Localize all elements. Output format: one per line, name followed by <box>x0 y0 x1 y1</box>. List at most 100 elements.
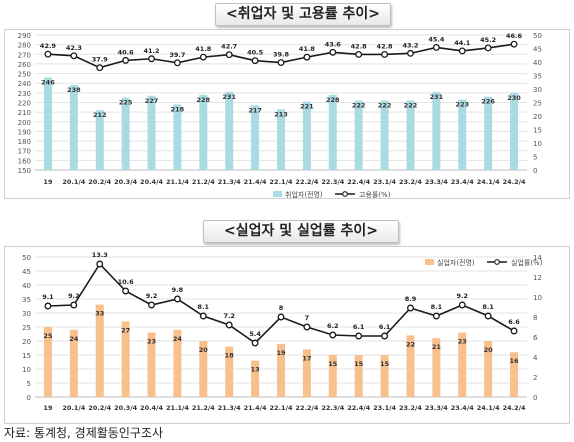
bar-value-label: 217 <box>248 106 262 114</box>
category-label: 20.4/4 <box>140 178 163 186</box>
line-point <box>122 287 130 295</box>
line-point <box>96 64 104 72</box>
bar <box>484 96 493 170</box>
bar-value-label: 231 <box>430 93 444 101</box>
line-point <box>44 50 52 58</box>
bar-value-label: 231 <box>222 93 236 101</box>
category-label: 19 <box>43 404 53 412</box>
line-value-label: 45.2 <box>480 36 496 44</box>
source-note: 자료: 통계청, 경제활동인구조사 <box>4 426 164 440</box>
category-label: 21.2/4 <box>192 404 215 412</box>
legend-line-marker <box>494 259 500 265</box>
y-left-tick-label: 190 <box>18 128 31 136</box>
category-label: 23.1/4 <box>373 404 396 412</box>
category-label: 20.2/4 <box>88 178 111 186</box>
chart2-title: <실업자 및 실업률 추이> <box>203 220 399 243</box>
line-value-label: 7.2 <box>223 312 235 320</box>
line-point <box>484 312 492 320</box>
bar <box>302 101 311 170</box>
bar <box>173 329 182 397</box>
category-label: 21.3/4 <box>218 404 241 412</box>
line-point <box>381 332 389 340</box>
y-right-tick-label: 50 <box>533 32 542 40</box>
category-label: 21.2/4 <box>192 178 215 186</box>
bar-value-label: 222 <box>352 102 366 110</box>
bar <box>147 332 156 397</box>
line-point <box>355 332 363 340</box>
category-label: 24.1/4 <box>477 404 500 412</box>
bar <box>277 343 285 397</box>
line-value-label: 42.3 <box>66 44 82 52</box>
line-value-label: 9.2 <box>146 292 158 300</box>
bar-value-label: 226 <box>481 98 495 106</box>
category-label: 21.4/4 <box>244 404 267 412</box>
line-point <box>510 327 518 335</box>
bar <box>354 100 363 170</box>
y-left-tick-label: 290 <box>18 32 31 40</box>
bar-value-label: 227 <box>145 97 159 105</box>
line-point <box>251 339 259 347</box>
line-value-label: 40.6 <box>118 48 135 56</box>
y-left-tick-label: 40 <box>22 282 31 290</box>
line-value-label: 39.8 <box>273 51 290 59</box>
line-point <box>148 301 155 309</box>
category-label: 20.3/4 <box>114 178 137 186</box>
bar-value-label: 212 <box>93 111 107 119</box>
line-value-label: 8 <box>279 304 284 312</box>
line-point <box>303 323 311 331</box>
line-point <box>173 295 181 303</box>
y-left-tick-label: 15 <box>22 352 31 360</box>
y-left-tick-label: 260 <box>18 61 31 69</box>
bar-value-label: 218 <box>171 105 185 113</box>
y-left-tick-label: 220 <box>18 100 31 108</box>
bar <box>43 327 52 397</box>
bar-value-label: 25 <box>43 332 53 340</box>
category-label: 22.2/4 <box>295 178 318 186</box>
category-label: 24.2/4 <box>503 178 526 186</box>
bar-value-label: 222 <box>378 102 392 110</box>
bar <box>173 104 182 170</box>
line-value-label: 8.1 <box>198 303 210 311</box>
bar-value-label: 228 <box>326 96 340 104</box>
bar <box>328 94 337 170</box>
legend-line-label: 고용률(%) <box>359 191 391 198</box>
line-value-label: 5.4 <box>249 330 261 338</box>
bar-value-label: 213 <box>274 110 288 118</box>
line-value-label: 42.7 <box>221 43 237 51</box>
bar <box>69 85 78 170</box>
category-label: 23.4/4 <box>451 178 474 186</box>
unemployment-chart-panel: 0 5 10 15 20 25 30 35 40 45 50 0 2 4 6 8 10 12 14 25 24 33 27 2… <box>4 246 570 424</box>
bar-value-label: 238 <box>67 86 81 94</box>
legend-bar-label: 실업자(전명) <box>437 258 475 267</box>
line-point <box>173 59 181 67</box>
category-label: 23.3/4 <box>425 178 448 186</box>
bar-value-label: 15 <box>328 360 338 368</box>
bar <box>225 91 234 170</box>
line-value-label: 9.2 <box>457 292 469 300</box>
line-point <box>199 312 207 320</box>
bar <box>121 321 130 397</box>
line-point <box>432 43 440 51</box>
bar <box>510 352 519 397</box>
category-label: 22.3/4 <box>321 404 344 412</box>
line-value-label: 37.9 <box>92 56 109 64</box>
y-left-tick-label: 45 <box>22 268 31 276</box>
bar-value-label: 15 <box>380 360 390 368</box>
line-point <box>44 302 52 310</box>
bar <box>277 109 285 170</box>
line-point <box>484 44 492 52</box>
y-left-tick-label: 200 <box>18 119 31 127</box>
bar-value-label: 23 <box>147 338 156 346</box>
bar-value-label: 19 <box>276 349 286 357</box>
line-point <box>225 321 233 329</box>
line-point <box>70 301 78 309</box>
category-label: 22.3/4 <box>321 178 344 186</box>
bar-value-label: 15 <box>354 360 364 368</box>
y-left-tick-label: 50 <box>22 254 31 262</box>
y-left-tick-label: 150 <box>18 167 31 175</box>
line-value-label: 42.8 <box>351 42 368 50</box>
y-left-tick-label: 170 <box>18 148 31 156</box>
line-value-label: 9.1 <box>42 293 54 301</box>
category-label: 20.2/4 <box>88 404 111 412</box>
category-label: 22.4/4 <box>347 178 370 186</box>
